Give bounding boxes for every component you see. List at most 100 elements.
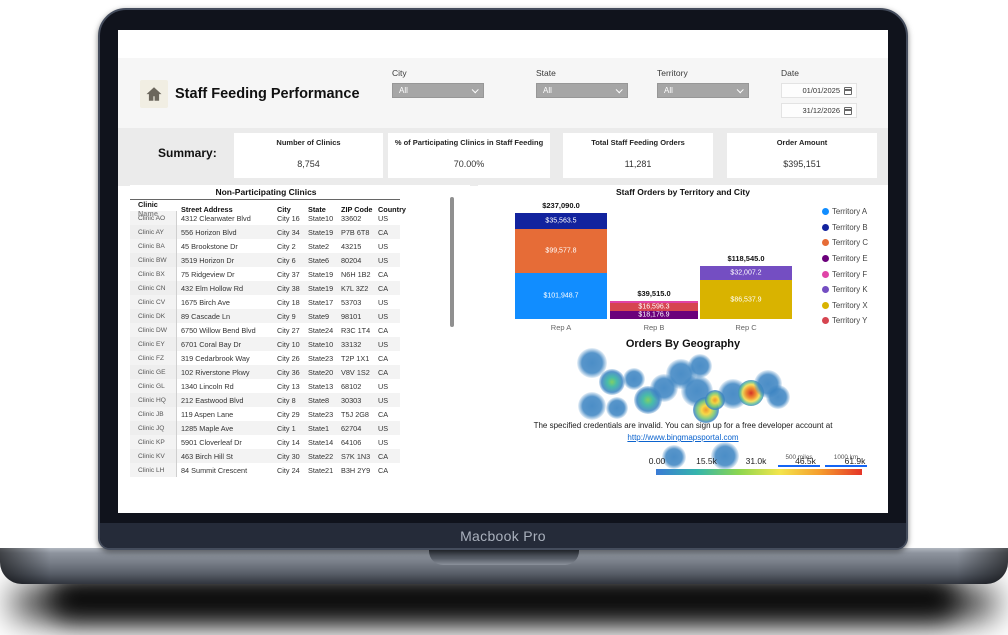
table-row: Clinic DW 6750 Willow Bend Blvd City 27 Sta… xyxy=(130,323,400,337)
bing-maps-link[interactable]: http://www.bingmapsportal.com xyxy=(627,433,739,442)
table-cell: US xyxy=(378,339,389,349)
table-cell: City 37 xyxy=(277,269,300,279)
filter-state-dropdown[interactable]: All xyxy=(536,83,628,98)
table-cell: 75 Ridgeview Dr xyxy=(181,269,235,279)
map-title: Orders By Geography xyxy=(625,338,741,350)
bar-total-label: $39,515.0 xyxy=(637,289,671,299)
legend-dot xyxy=(822,255,829,263)
table-cell: State19 xyxy=(308,269,334,279)
chevron-down-icon xyxy=(736,86,744,94)
bar-segment-territory-b[interactable]: $35,563.5 xyxy=(515,213,607,229)
table-cell: US xyxy=(378,395,389,405)
bar-segment-territory-y[interactable]: $16,596.3 xyxy=(610,303,698,311)
legend-item-territory-a[interactable]: Territory A xyxy=(822,204,868,220)
bar-segment-territory-a[interactable]: $101,948.7 xyxy=(515,273,607,319)
filter-city: City All xyxy=(392,68,484,98)
bar-segment-territory-f[interactable] xyxy=(610,301,698,304)
table-cell: 98101 xyxy=(341,311,362,321)
orders-geography-panel: Orders By Geography The specified creden… xyxy=(478,337,888,511)
table-cell: City 36 xyxy=(277,367,300,377)
chevron-down-icon xyxy=(471,86,479,94)
bar-segment-territory-x[interactable]: $86,537.9 xyxy=(700,280,792,319)
laptop-shadow xyxy=(48,578,960,620)
table-cell: State9 xyxy=(308,311,330,321)
table-cell: CA xyxy=(378,283,389,293)
date-end-field[interactable]: 31/12/2026 xyxy=(781,103,857,118)
legend-dot xyxy=(822,317,829,325)
column-header: Country xyxy=(378,204,406,214)
legend-item-territory-e[interactable]: Territory E xyxy=(822,251,868,267)
table-cell: 1340 Lincoln Rd xyxy=(181,381,234,391)
legend-item-territory-b[interactable]: Territory B xyxy=(822,220,868,236)
date-start-field[interactable]: 01/01/2025 xyxy=(781,83,857,98)
table-cell: 6750 Willow Bend Blvd xyxy=(181,325,256,335)
table-cell: City 14 xyxy=(277,437,300,447)
legend-item-territory-f[interactable]: Territory F xyxy=(822,266,868,282)
table-cell: 5901 Cloverleaf Dr xyxy=(181,437,242,447)
table-cell: City 24 xyxy=(277,465,300,475)
table-cell: US xyxy=(378,213,389,223)
scale-km-label: 1000 km xyxy=(833,454,859,461)
segment-value-label: $18,176.9 xyxy=(638,311,670,319)
filter-city-dropdown[interactable]: All xyxy=(392,83,484,98)
table-cell: 1285 Maple Ave xyxy=(181,423,234,433)
table-row: Clinic AO 4312 Clearwater Blvd City 16 Stat… xyxy=(130,211,400,225)
legend-label: Territory E xyxy=(832,254,868,264)
bar-segment-territory-k[interactable]: $32,007.2 xyxy=(700,266,792,281)
card-label: % of Participating Clinics in Staff Feed… xyxy=(394,138,544,147)
clinic-name-cell: Clinic GL xyxy=(130,379,177,393)
summary-card: Number of Clinics 8,754 xyxy=(234,133,383,178)
legend-item-territory-c[interactable]: Territory C xyxy=(822,235,868,251)
clinic-name-cell: Clinic FZ xyxy=(130,351,177,365)
table-cell: T2P 1X1 xyxy=(341,353,370,363)
filter-territory: Territory All xyxy=(657,68,749,98)
header-strip xyxy=(118,58,888,128)
calendar-icon[interactable] xyxy=(844,86,852,95)
calendar-icon[interactable] xyxy=(844,106,852,115)
table-cell: State13 xyxy=(308,381,334,391)
color-scale-gradient xyxy=(656,469,862,475)
table-cell: US xyxy=(378,381,389,391)
clinic-name-cell: Clinic EY xyxy=(130,337,177,351)
table-title: Non-Participating Clinics xyxy=(215,187,317,197)
card-label: Number of Clinics xyxy=(276,138,341,147)
chart-title: Staff Orders by Territory and City xyxy=(616,187,750,197)
table-cell: State23 xyxy=(308,353,334,363)
non-participating-clinics-panel: Non-Participating Clinics Clinic NameStr… xyxy=(130,185,470,483)
table-cell: City 34 xyxy=(277,227,300,237)
clinic-name-cell: Clinic JQ xyxy=(130,421,177,435)
table-cell: 1675 Birch Ave xyxy=(181,297,230,307)
table-cell: S7K 1N3 xyxy=(341,451,371,461)
table-cell: 53703 xyxy=(341,297,362,307)
clinic-name-cell: Clinic CV xyxy=(130,295,177,309)
home-button[interactable] xyxy=(140,80,168,108)
table-cell: CA xyxy=(378,227,389,237)
clinic-name-cell: Clinic CN xyxy=(130,281,177,295)
laptop-bezel: Staff Feeding Performance City All State Al… xyxy=(98,8,908,550)
table-row: Clinic KP 5901 Cloverleaf Dr City 14 State1… xyxy=(130,435,400,449)
device-label: Macbook Pro xyxy=(460,527,546,544)
bar-segment-territory-e[interactable]: $18,176.9 xyxy=(610,310,698,319)
table-row: Clinic DK 89 Cascade Ln City 9 State9 98101 U… xyxy=(130,309,400,323)
table-cell: US xyxy=(378,423,389,433)
legend-item-territory-k[interactable]: Territory K xyxy=(822,282,868,298)
clinic-name-cell: Clinic BA xyxy=(130,239,177,253)
table-cell: N6H 1B2 xyxy=(341,269,371,279)
table-cell: 119 Aspen Lane xyxy=(181,409,234,419)
segment-value-label: $86,537.9 xyxy=(730,296,762,304)
dashboard-screen: Staff Feeding Performance City All State Al… xyxy=(118,30,888,513)
table-row: Clinic BX 75 Ridgeview Dr City 37 State19 N6… xyxy=(130,267,400,281)
filter-territory-dropdown[interactable]: All xyxy=(657,83,749,98)
heat-point xyxy=(766,385,790,409)
table-cell: V8V 1S2 xyxy=(341,367,370,377)
table-cell: 3519 Horizon Dr xyxy=(181,255,235,265)
table-scrollbar[interactable] xyxy=(450,197,454,327)
table-cell: CA xyxy=(378,269,389,279)
heat-point xyxy=(662,445,686,469)
table-row: Clinic EY 6701 Coral Bay Dr City 10 State10… xyxy=(130,337,400,351)
bar-segment-territory-c[interactable]: $99,577.8 xyxy=(515,228,607,274)
legend-item-territory-x[interactable]: Territory X xyxy=(822,298,868,314)
legend-item-territory-y[interactable]: Territory Y xyxy=(822,313,868,329)
heat-point xyxy=(578,392,606,420)
